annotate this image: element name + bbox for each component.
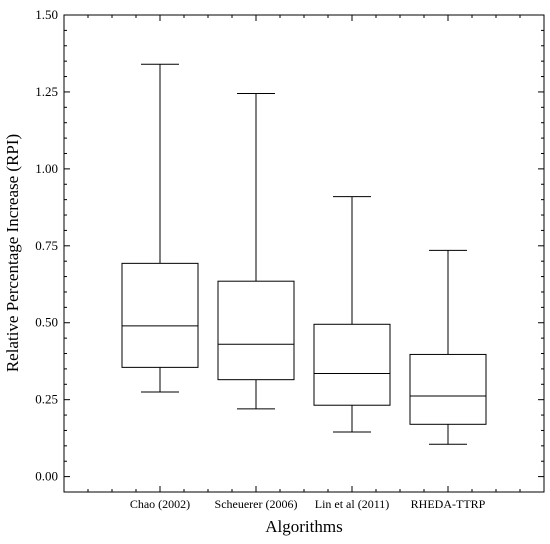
y-tick-label: 0.75 [35, 238, 58, 253]
iqr-box [313, 323, 391, 406]
x-tick-label: Lin et al (2011) [315, 497, 390, 511]
box-3 [409, 249, 487, 445]
y-tick-label: 0.25 [35, 392, 58, 407]
y-tick-label: 1.00 [35, 161, 58, 176]
boxes [121, 63, 487, 445]
iqr-box [121, 262, 199, 368]
iqr-box [409, 353, 487, 425]
box-2 [313, 196, 391, 433]
x-tick-label: Scheuerer (2006) [215, 497, 298, 511]
x-tick-label: Chao (2002) [130, 497, 190, 511]
y-tick-label: 0.50 [35, 315, 58, 330]
y-axis-title: Relative Percentage Increase (RPI) [3, 134, 22, 372]
y-tick-label: 0.00 [35, 469, 58, 484]
x-axis: Chao (2002) Scheuerer (2006) Lin et al (20… [87, 15, 521, 511]
y-tick-label: 1.50 [35, 7, 58, 22]
plot-frame [63, 14, 545, 493]
y-tick-label: 1.25 [35, 84, 58, 99]
box-0 [121, 63, 199, 393]
x-axis-title: Algorithms [265, 517, 342, 536]
box-1 [217, 92, 295, 410]
y-axis: 0.00 0.25 0.50 0.75 1.00 1.25 1.50 [35, 7, 544, 484]
iqr-box [217, 280, 295, 381]
x-tick-label: RHEDA-TTRP [411, 497, 486, 511]
